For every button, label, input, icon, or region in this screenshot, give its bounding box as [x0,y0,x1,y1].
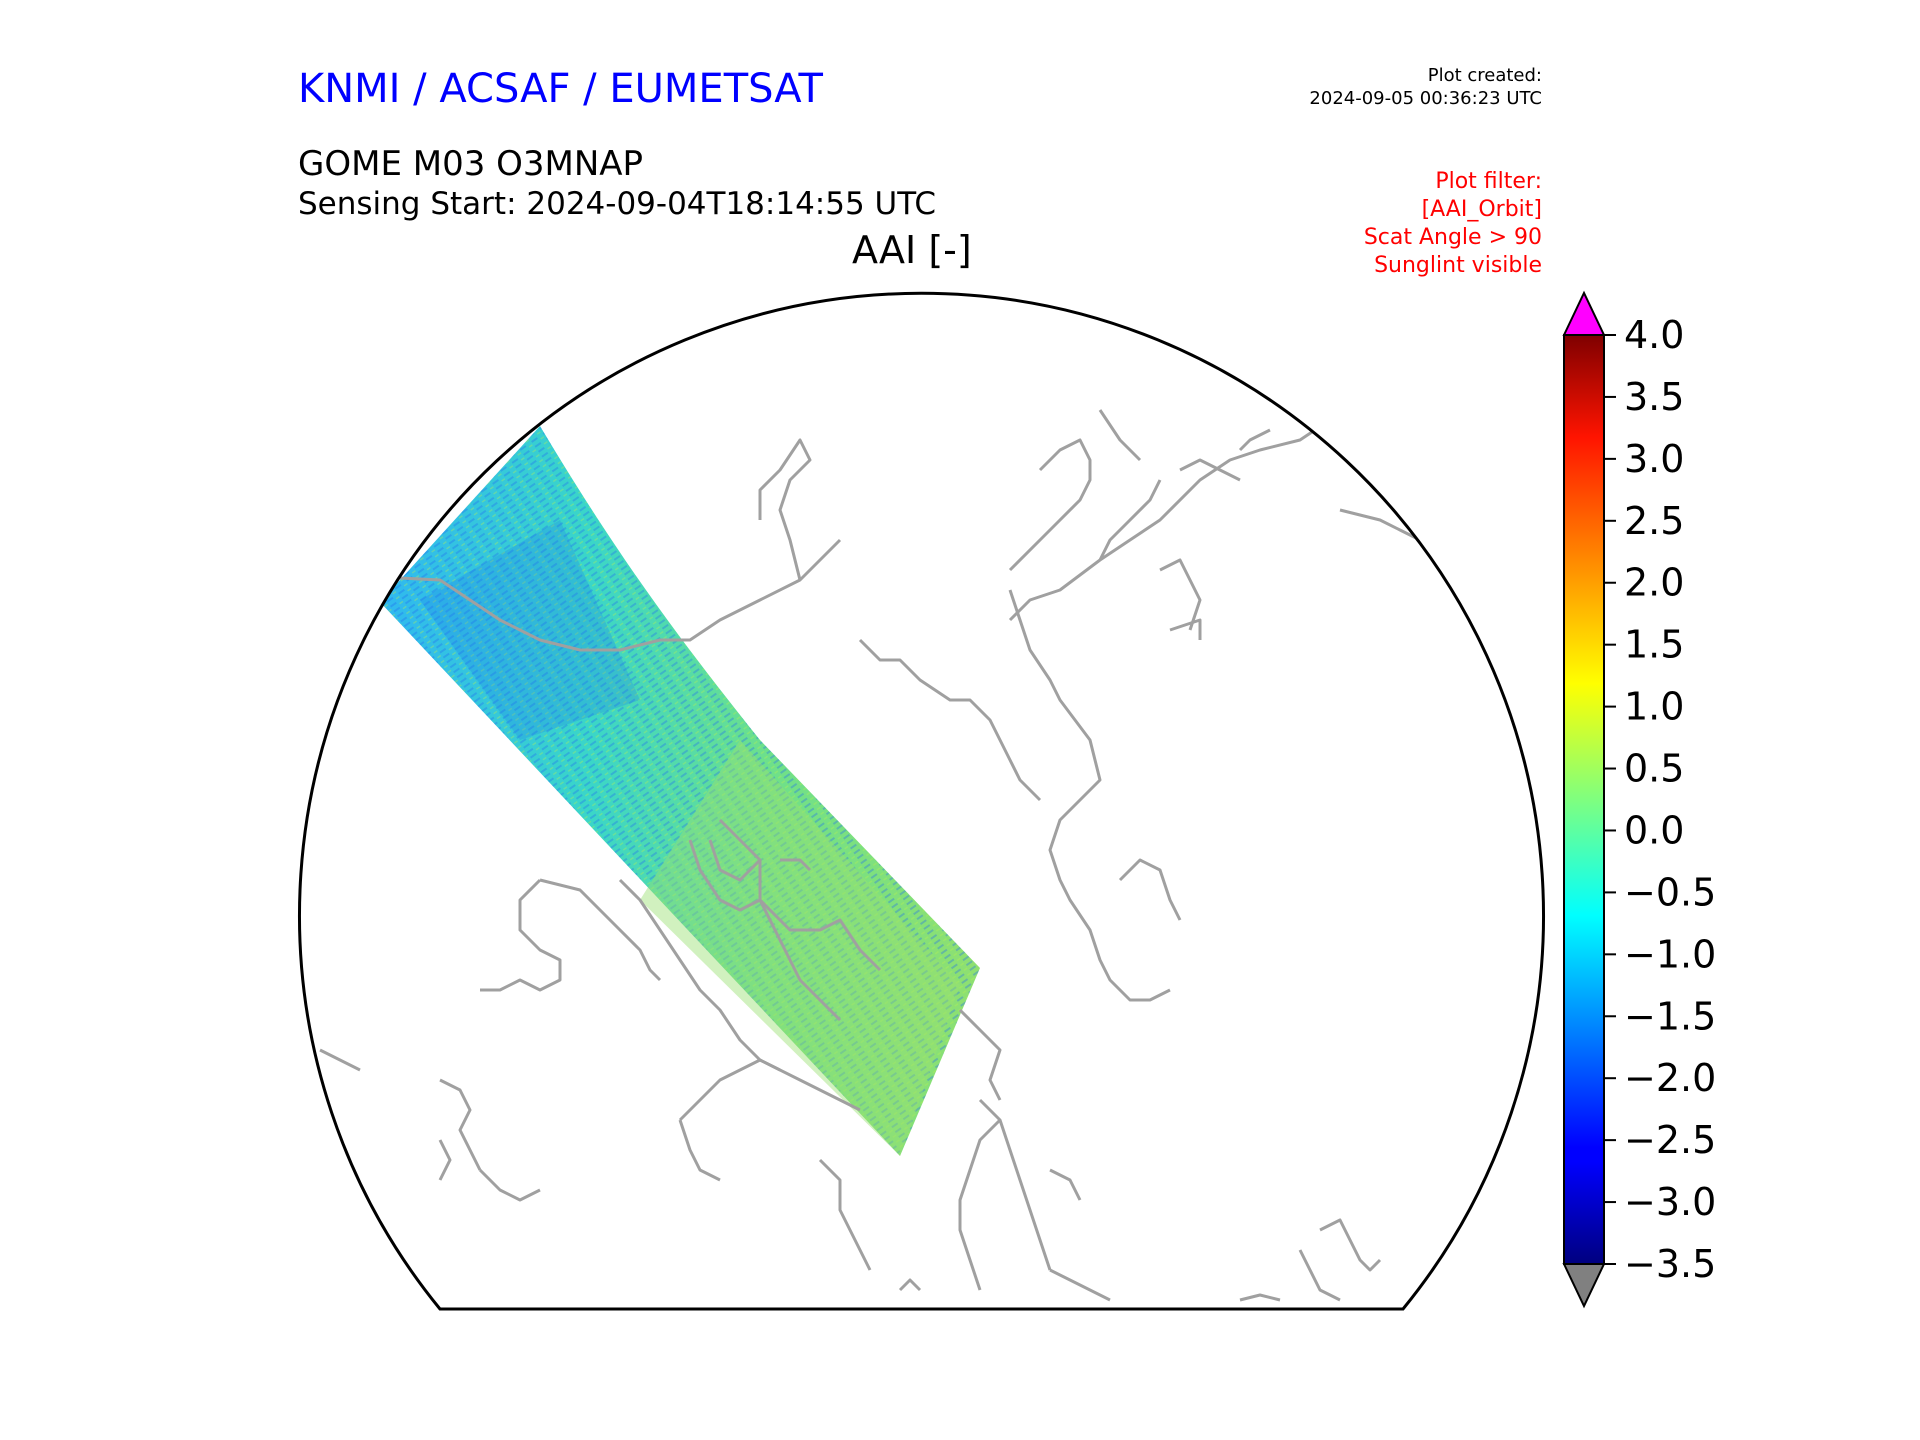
plot-filter-title: Plot filter: [1435,169,1542,194]
plot-filter-line: Sunglint visible [1374,253,1542,278]
colorbar-extend-max [1562,290,1606,336]
colorbar-tick-label: 2.5 [1624,499,1684,543]
colorbar-tick-label: 3.5 [1624,375,1684,419]
colorbar-tick-label: −3.0 [1624,1180,1716,1224]
colorbar-tick-label: −3.5 [1624,1242,1716,1286]
plot-created-block: Plot created: 2024-09-05 00:36:23 UTC [1309,64,1542,110]
colorbar-tick-label: −2.0 [1624,1056,1716,1100]
colorbar-tick-label: 2.0 [1624,561,1684,605]
colorbar-tick-label: 1.0 [1624,685,1684,729]
aai-swath [380,426,980,1156]
colorbar-tick-label: −2.5 [1624,1118,1716,1162]
plot-created-time: 2024-09-05 00:36:23 UTC [1309,88,1542,109]
colorbar-ticks: 4.0 3.5 3.0 2.5 2.0 1.5 1.0 0.5 0.0 −0.5 −1.0 −1.5 −… [1604,313,1716,1286]
plot-filter-line: Scat Angle > 90 [1363,225,1542,250]
map-boundary [298,291,1545,1311]
map-content [319,409,1421,1302]
plot-filter-block: Plot filter: [AAI_Orbit] Scat Angle > 90… [1364,168,1542,280]
plot-created-label: Plot created: [1427,65,1542,86]
colorbar-tick-label: 4.0 [1624,313,1684,357]
colorbar-tick-label: −1.0 [1624,932,1716,976]
colorbar-tick-label: 3.0 [1624,437,1684,481]
variable-label: AAI [-] [852,228,972,272]
organization-title: KNMI / ACSAF / EUMETSAT [298,66,823,112]
colorbar-tick-label: −0.5 [1624,870,1716,914]
sensing-start: Sensing Start: 2024-09-04T18:14:55 UTC [298,186,936,222]
colorbar-gradient [1563,334,1605,1265]
colorbar-extend-min [1562,1263,1606,1309]
colorbar-tick-label: 0.5 [1624,747,1684,791]
colorbar-tick-label: 0.0 [1624,808,1684,852]
colorbar-tick-label: 1.5 [1624,623,1684,667]
coastlines [319,409,1421,1302]
plot-filter-line: [AAI_Orbit] [1421,197,1542,222]
colorbar-tick-label: −1.5 [1624,994,1716,1038]
product-title: GOME M03 O3MNAP [298,144,644,184]
